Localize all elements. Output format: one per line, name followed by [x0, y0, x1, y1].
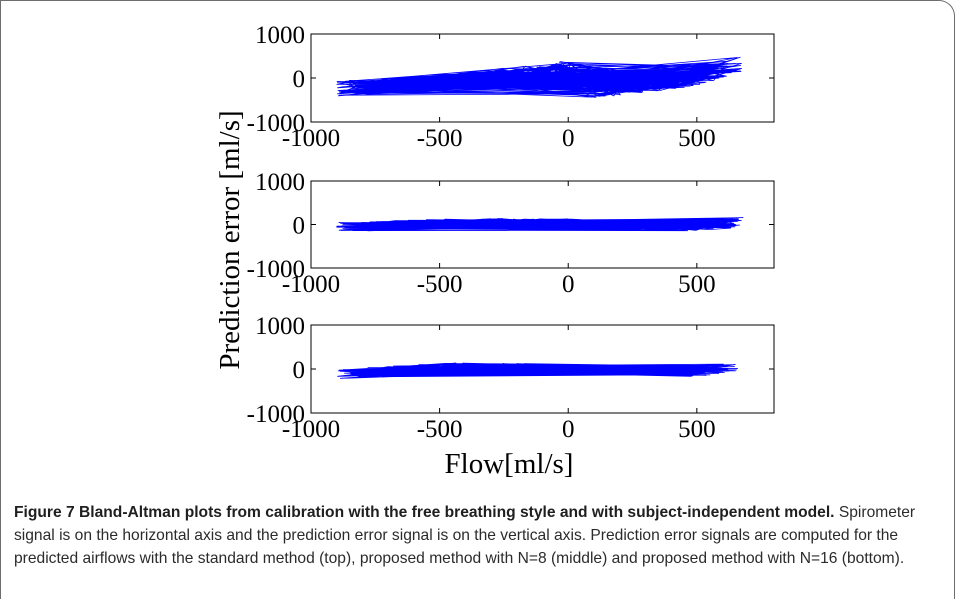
y-tick-label: -1000: [247, 256, 305, 283]
error-trace-3: [337, 362, 738, 379]
x-tick-label: -1000: [282, 271, 340, 298]
x-tick-label: -1000: [282, 416, 340, 443]
error-trace-1: [336, 56, 742, 98]
caption-label: Figure 7: [14, 504, 75, 521]
x-tick-label: -500: [417, 125, 463, 152]
y-tick-label: 1000: [255, 169, 305, 196]
caption-body: Spirometer signal is on the horizontal a…: [14, 504, 916, 567]
y-tick-label: -1000: [247, 401, 305, 428]
caption-title: Bland-Altman plots from calibration with…: [79, 504, 835, 521]
y-tick-label: 0: [293, 357, 306, 384]
x-tick-label: 0: [562, 416, 575, 443]
y-tick-label: 1000: [255, 22, 305, 49]
x-tick-label: -500: [417, 416, 463, 443]
y-tick-label: 1000: [255, 313, 305, 340]
error-trace-2: [336, 217, 744, 232]
x-tick-label: 500: [678, 125, 716, 152]
x-tick-label: 0: [562, 271, 575, 298]
y-tick-label: 0: [293, 213, 306, 240]
x-axis-label: Flow[ml/s]: [445, 448, 574, 480]
x-tick-label: -1000: [282, 125, 340, 152]
x-tick-label: -500: [417, 271, 463, 298]
figure-caption: Figure 7 Bland-Altman plots from calibra…: [14, 501, 944, 570]
y-axis-label: Prediction error [ml/s]: [214, 110, 246, 369]
y-tick-label: -1000: [247, 110, 305, 137]
x-tick-label: 500: [678, 416, 716, 443]
x-tick-label: 500: [678, 271, 716, 298]
y-tick-label: 0: [293, 66, 306, 93]
x-tick-label: 0: [562, 125, 575, 152]
